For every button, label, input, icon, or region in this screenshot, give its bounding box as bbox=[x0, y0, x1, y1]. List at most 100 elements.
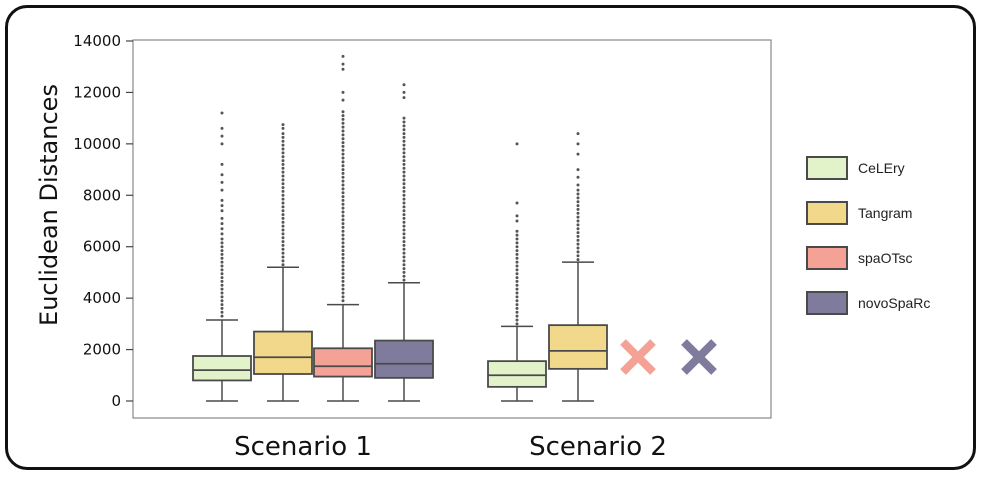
outlier-point bbox=[220, 310, 224, 314]
outlier-point bbox=[220, 256, 224, 260]
outlier-point bbox=[341, 54, 345, 58]
outlier-point bbox=[341, 90, 345, 94]
outlier-point bbox=[402, 147, 406, 151]
outlier-point bbox=[402, 120, 406, 124]
outlier-point bbox=[576, 183, 580, 187]
outlier-point bbox=[341, 171, 345, 175]
outlier-point bbox=[341, 125, 345, 129]
missing-markers bbox=[620, 339, 717, 375]
box-plots bbox=[192, 54, 608, 402]
outlier-point bbox=[515, 306, 519, 310]
outlier-point bbox=[220, 245, 224, 249]
outlier-point bbox=[402, 83, 406, 87]
outlier-point bbox=[220, 188, 224, 192]
outlier-point bbox=[402, 247, 406, 251]
outlier-point bbox=[576, 258, 580, 262]
missing-marker-novosparc bbox=[681, 339, 717, 375]
outlier-point bbox=[220, 276, 224, 280]
outlier-point bbox=[341, 168, 345, 172]
outlier-point bbox=[220, 227, 224, 231]
outlier-point bbox=[576, 242, 580, 246]
iqr-box bbox=[374, 339, 434, 379]
outlier-point bbox=[220, 173, 224, 177]
outlier-point bbox=[220, 264, 224, 268]
outlier-point bbox=[220, 287, 224, 291]
legend-item-tangram: Tangram bbox=[806, 199, 912, 227]
iqr-box bbox=[253, 330, 313, 375]
outlier-point bbox=[515, 295, 519, 299]
outlier-point bbox=[402, 166, 406, 170]
outlier-point bbox=[576, 234, 580, 238]
outlier-point bbox=[402, 270, 406, 274]
outlier-point bbox=[402, 228, 406, 232]
y-axis-title: Euclidean Distances bbox=[35, 84, 63, 326]
outlier-point bbox=[220, 272, 224, 276]
box-spaotsc bbox=[313, 54, 373, 402]
outlier-point bbox=[576, 142, 580, 146]
x-axis-labels: Scenario 1 Scenario 2 bbox=[234, 432, 667, 462]
outlier-point bbox=[281, 139, 285, 143]
outlier-point bbox=[402, 96, 406, 100]
outlier-point bbox=[281, 174, 285, 178]
outlier-point bbox=[341, 152, 345, 156]
outlier-point bbox=[402, 267, 406, 271]
outlier-point bbox=[220, 303, 224, 307]
outlier-point bbox=[341, 287, 345, 291]
outlier-point bbox=[281, 220, 285, 224]
outlier-point bbox=[220, 295, 224, 299]
outlier-point bbox=[515, 299, 519, 303]
outlier-point bbox=[402, 224, 406, 228]
outlier-point bbox=[576, 175, 580, 179]
outlier-point bbox=[515, 249, 519, 253]
missing-marker-stroke bbox=[620, 339, 656, 375]
outlier-point bbox=[402, 251, 406, 255]
outlier-point bbox=[341, 229, 345, 233]
outlier-point bbox=[515, 245, 519, 249]
outlier-point bbox=[281, 255, 285, 259]
outlier-point bbox=[402, 151, 406, 155]
outlier-point bbox=[515, 318, 519, 322]
outlier-point bbox=[515, 260, 519, 264]
outlier-point bbox=[402, 263, 406, 267]
outlier-point bbox=[281, 228, 285, 232]
outlier-point bbox=[402, 216, 406, 220]
outlier-point bbox=[341, 121, 345, 125]
outlier-point bbox=[341, 187, 345, 191]
outlier-point bbox=[515, 268, 519, 272]
box-celery bbox=[192, 111, 252, 402]
box-celery bbox=[487, 142, 547, 402]
outlier-point bbox=[220, 237, 224, 241]
outlier-point bbox=[281, 162, 285, 166]
outlier-point bbox=[281, 132, 285, 136]
outlier-point bbox=[576, 132, 580, 136]
outlier-point bbox=[341, 110, 345, 114]
outlier-point bbox=[515, 283, 519, 287]
outlier-point bbox=[402, 170, 406, 174]
outlier-point bbox=[576, 246, 580, 250]
missing-marker-spaotsc bbox=[620, 339, 656, 375]
outlier-point bbox=[402, 159, 406, 163]
outlier-point bbox=[341, 283, 345, 287]
outlier-point bbox=[341, 233, 345, 237]
outlier-point bbox=[281, 240, 285, 244]
outlier-point bbox=[341, 295, 345, 299]
outlier-point bbox=[576, 211, 580, 215]
outlier-point bbox=[576, 250, 580, 254]
outlier-point bbox=[515, 142, 519, 146]
outlier-point bbox=[576, 223, 580, 227]
y-tick-label: 10000 bbox=[73, 135, 121, 153]
outlier-point bbox=[576, 238, 580, 242]
outlier-point bbox=[220, 232, 224, 236]
legend-label: Tangram bbox=[858, 205, 913, 221]
outlier-point bbox=[341, 276, 345, 280]
outlier-point bbox=[402, 193, 406, 197]
outlier-point bbox=[402, 139, 406, 143]
outlier-point bbox=[220, 142, 224, 146]
outlier-point bbox=[341, 272, 345, 276]
outlier-point bbox=[341, 241, 345, 245]
outlier-point bbox=[281, 232, 285, 236]
outlier-point bbox=[341, 164, 345, 168]
outlier-point bbox=[515, 201, 519, 205]
outlier-point bbox=[341, 148, 345, 152]
outlier-point bbox=[341, 206, 345, 210]
